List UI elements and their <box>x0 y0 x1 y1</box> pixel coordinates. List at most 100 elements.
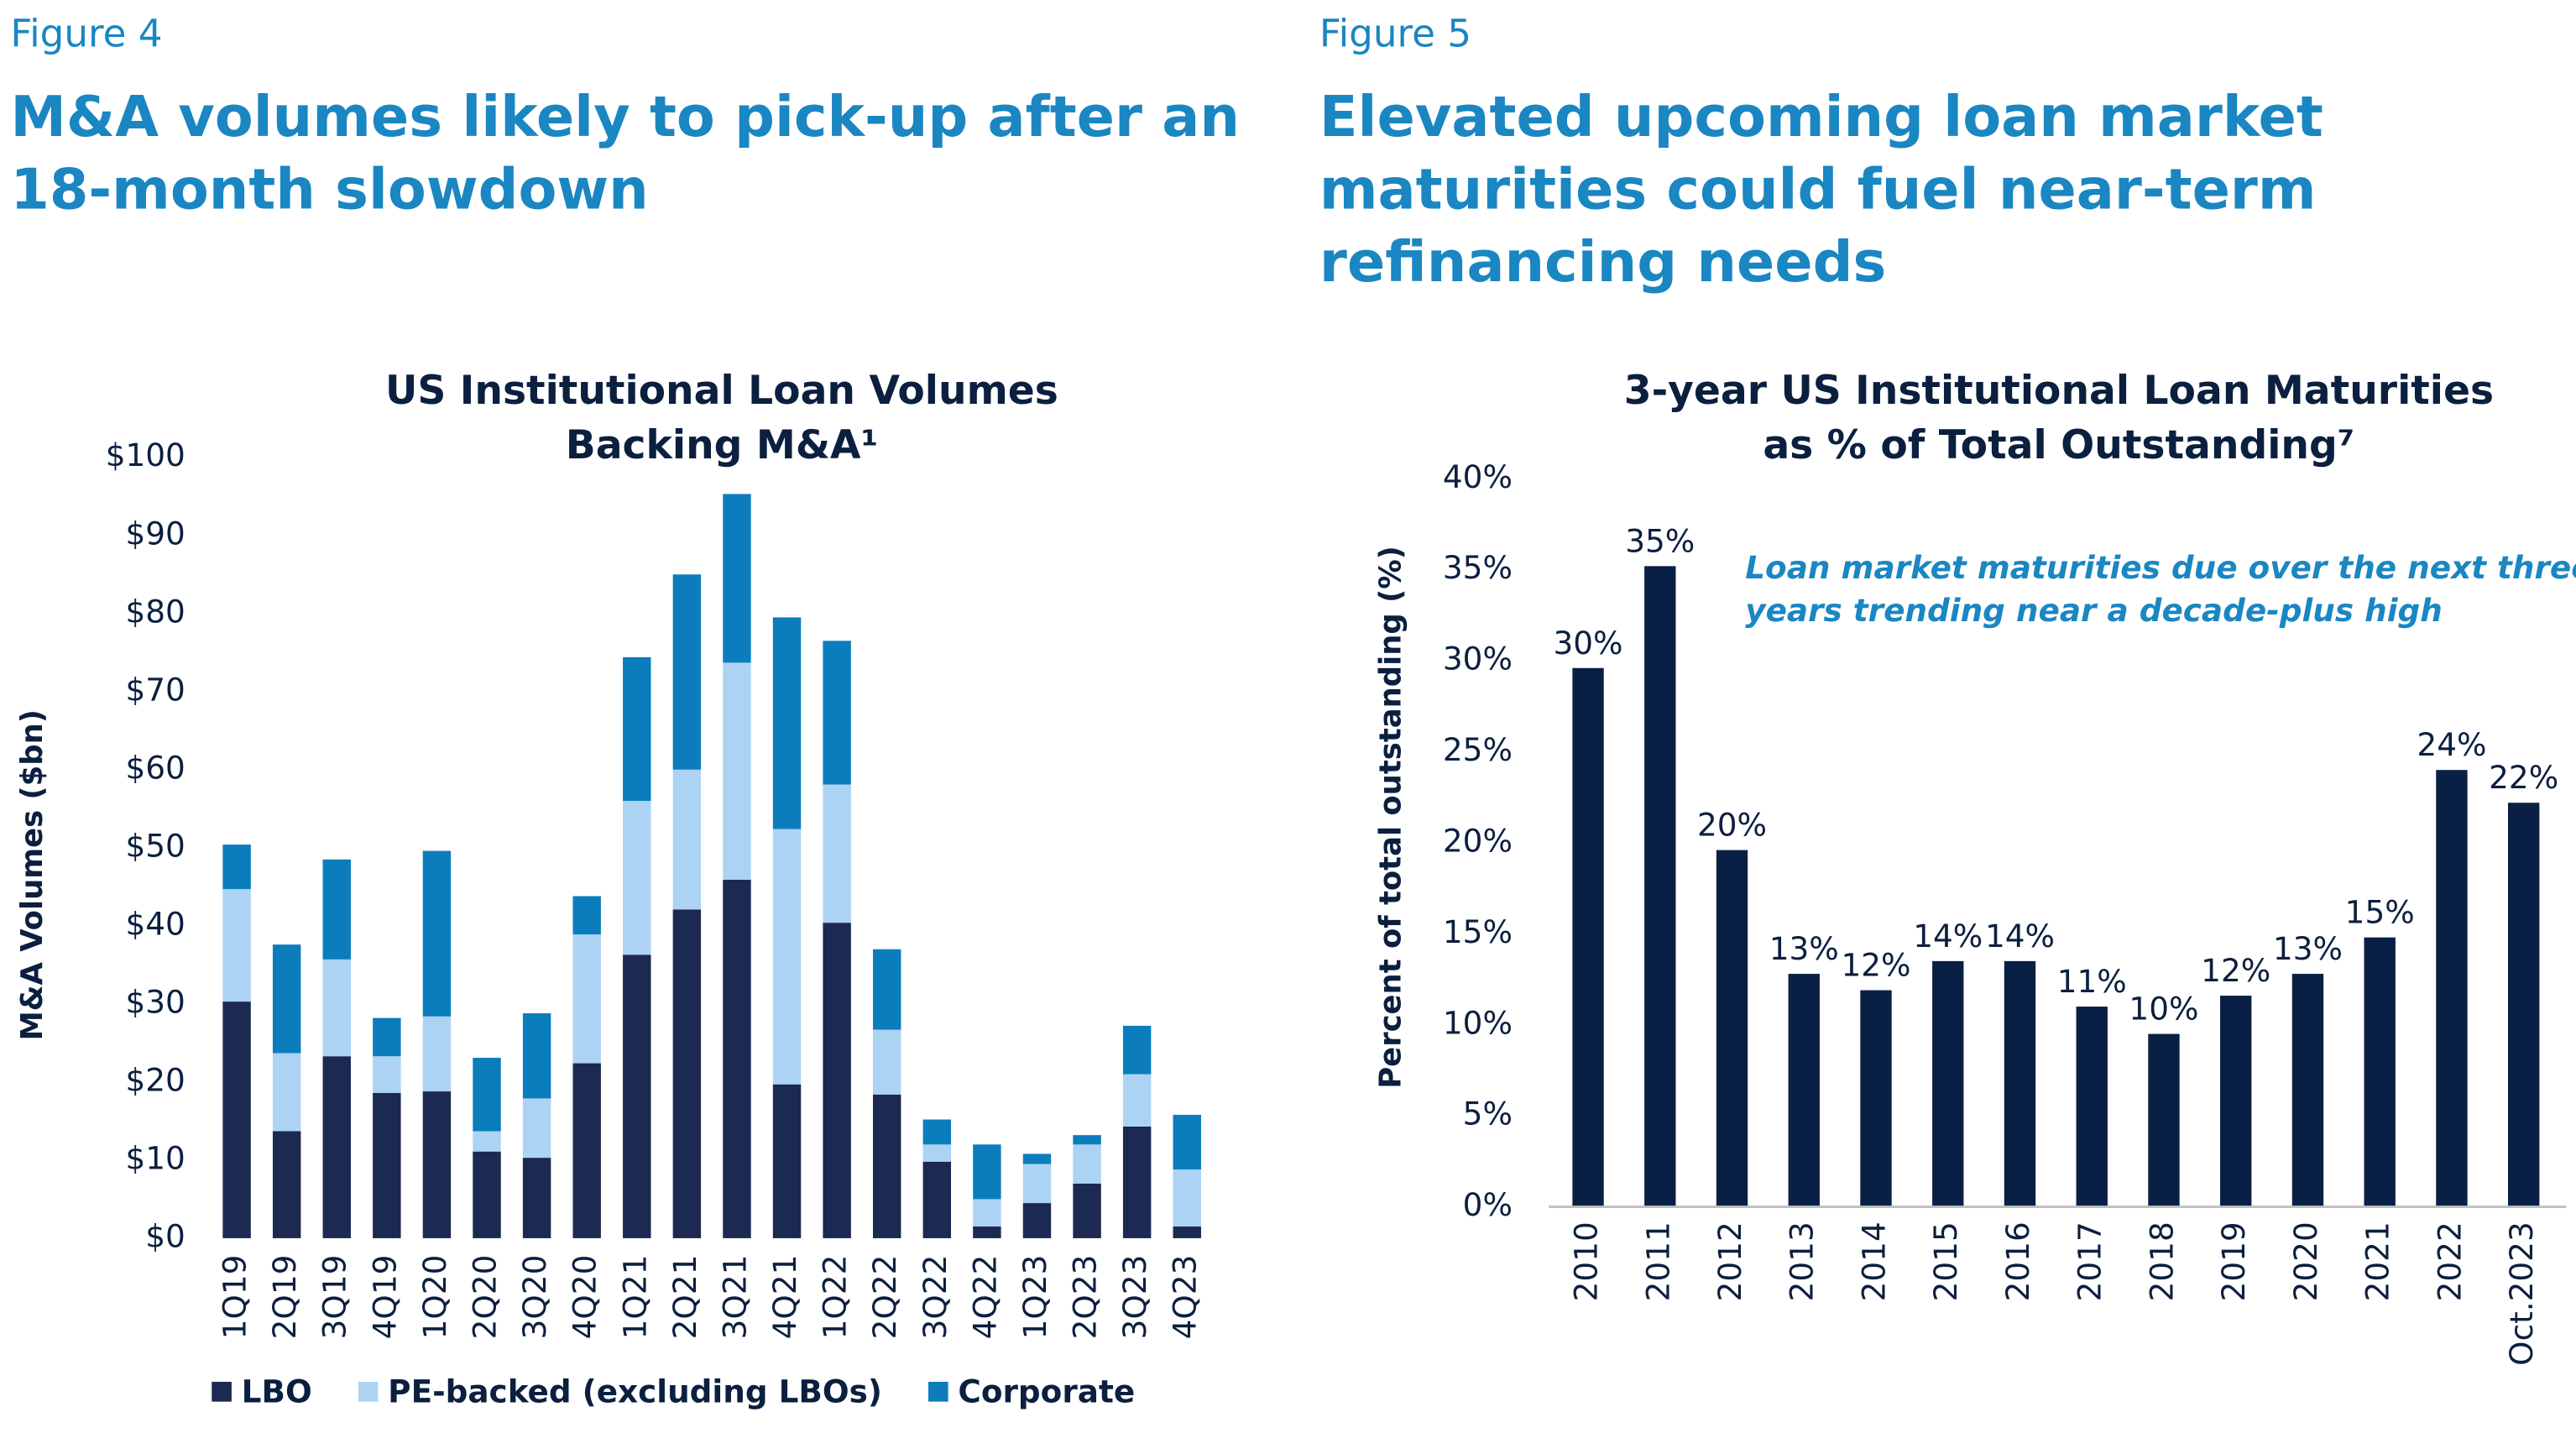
chart-title: US Institutional Loan Volumes <box>385 368 1058 414</box>
bar-segment <box>1122 1126 1152 1238</box>
x-tick-label: 2Q19 <box>266 1255 303 1340</box>
chart-title: 3-year US Institutional Loan Maturities <box>1624 368 2494 414</box>
y-axis-label: M&A Volumes ($bn) <box>15 709 50 1040</box>
y-tick-label: $0 <box>145 1217 185 1254</box>
bar-segment <box>973 1199 1001 1226</box>
figure-label: Figure 5 <box>1319 11 1471 55</box>
data-label: 20% <box>1697 807 1767 844</box>
bar-segment <box>272 944 301 1054</box>
bar <box>2291 974 2324 1207</box>
bar-segment <box>222 1002 251 1238</box>
bar-segment <box>823 923 851 1238</box>
data-label: 14% <box>1913 918 1983 954</box>
bar-segment <box>672 769 702 910</box>
data-label: 14% <box>1985 918 2055 954</box>
heading: 18-month slowdown <box>10 157 648 222</box>
x-tick-label: 4Q21 <box>766 1255 803 1340</box>
bar-segment <box>772 829 802 1085</box>
bar-segment <box>723 879 751 1238</box>
data-label: 13% <box>1769 930 1839 967</box>
bar-segment <box>1073 1183 1101 1238</box>
bar-segment <box>322 1056 351 1238</box>
x-tick-label: 1Q21 <box>616 1255 653 1340</box>
x-tick-label: 2Q23 <box>1067 1255 1104 1340</box>
bar-segment <box>973 1144 1001 1200</box>
y-tick-label: $70 <box>126 671 185 708</box>
bar-segment <box>973 1226 1001 1238</box>
bar <box>1644 566 1676 1207</box>
x-tick-label: 3Q21 <box>716 1255 753 1340</box>
data-label: 30% <box>1554 625 1623 662</box>
data-label: 35% <box>1625 522 1695 559</box>
bar <box>2436 770 2468 1207</box>
y-tick-label: 5% <box>1463 1096 1513 1132</box>
x-tick-label: 2018 <box>2143 1221 2180 1301</box>
y-tick-label: 0% <box>1463 1186 1513 1223</box>
bar-segment <box>823 784 851 923</box>
bar <box>1788 974 1820 1207</box>
bar-segment <box>1022 1203 1052 1238</box>
x-tick-label: 2013 <box>1784 1221 1821 1301</box>
bar-segment <box>873 1029 901 1095</box>
legend-swatch <box>212 1382 232 1402</box>
x-tick-label: 2Q22 <box>866 1255 903 1340</box>
bar-segment <box>922 1161 952 1238</box>
bar-segment <box>473 1131 501 1152</box>
y-tick-label: 20% <box>1443 822 1513 859</box>
y-tick-label: $50 <box>126 827 185 864</box>
bar-segment <box>672 909 702 1238</box>
x-tick-label: 4Q19 <box>366 1255 403 1340</box>
bar-segment <box>1022 1164 1052 1204</box>
bar-segment <box>1073 1135 1101 1145</box>
x-tick-label: 1Q23 <box>1016 1255 1053 1340</box>
bar-segment <box>272 1131 301 1238</box>
y-tick-label: 25% <box>1443 731 1513 768</box>
y-tick-label: 35% <box>1443 549 1513 586</box>
bar-segment <box>1173 1169 1201 1226</box>
y-tick-label: $90 <box>126 515 185 552</box>
bar <box>2076 1007 2108 1207</box>
bar <box>2508 803 2540 1207</box>
y-tick-label: $100 <box>106 437 185 473</box>
bar-segment <box>873 1094 901 1238</box>
legend-label: Corporate <box>958 1373 1135 1409</box>
data-label: 12% <box>2201 952 2270 989</box>
bar-segment <box>522 1013 551 1099</box>
x-tick-label: 2011 <box>1639 1221 1676 1301</box>
data-label: 15% <box>2345 894 2415 931</box>
bar-segment <box>623 656 651 802</box>
x-tick-label: 2015 <box>1927 1221 1964 1301</box>
x-tick-label: 2019 <box>2215 1221 2252 1301</box>
bar-segment <box>623 801 651 955</box>
y-tick-label: $30 <box>126 983 185 1020</box>
data-label: 22% <box>2489 759 2558 796</box>
legend-label: LBO <box>242 1373 312 1409</box>
y-tick-label: $10 <box>126 1139 185 1176</box>
bar-segment <box>723 494 751 663</box>
bar <box>1932 960 1964 1207</box>
bar-segment <box>373 1092 401 1238</box>
x-tick-label: 2010 <box>1568 1221 1605 1301</box>
legend-swatch <box>358 1382 379 1402</box>
x-tick-label: 3Q23 <box>1116 1255 1153 1340</box>
bar-segment <box>322 959 351 1057</box>
x-tick-label: 4Q22 <box>966 1255 1003 1340</box>
bar-segment <box>1022 1153 1052 1164</box>
bar <box>2148 1033 2180 1207</box>
bar <box>1572 667 1604 1207</box>
x-tick-label: 3Q20 <box>516 1255 553 1340</box>
bar-segment <box>1173 1226 1201 1238</box>
x-tick-label: 3Q22 <box>917 1255 954 1340</box>
bar <box>1716 850 1748 1207</box>
data-label: 10% <box>2129 991 2198 1028</box>
data-label: 13% <box>2273 930 2343 967</box>
x-tick-label: 2014 <box>1855 1221 1892 1301</box>
y-tick-label: $60 <box>126 749 185 786</box>
legend-swatch <box>928 1382 948 1402</box>
bar-segment <box>1122 1025 1152 1075</box>
figure-label: Figure 4 <box>10 11 162 55</box>
bar-segment <box>772 1084 802 1238</box>
data-label: 11% <box>2057 963 2127 1000</box>
y-tick-label: $80 <box>126 593 185 630</box>
heading: refinancing needs <box>1319 229 1886 295</box>
